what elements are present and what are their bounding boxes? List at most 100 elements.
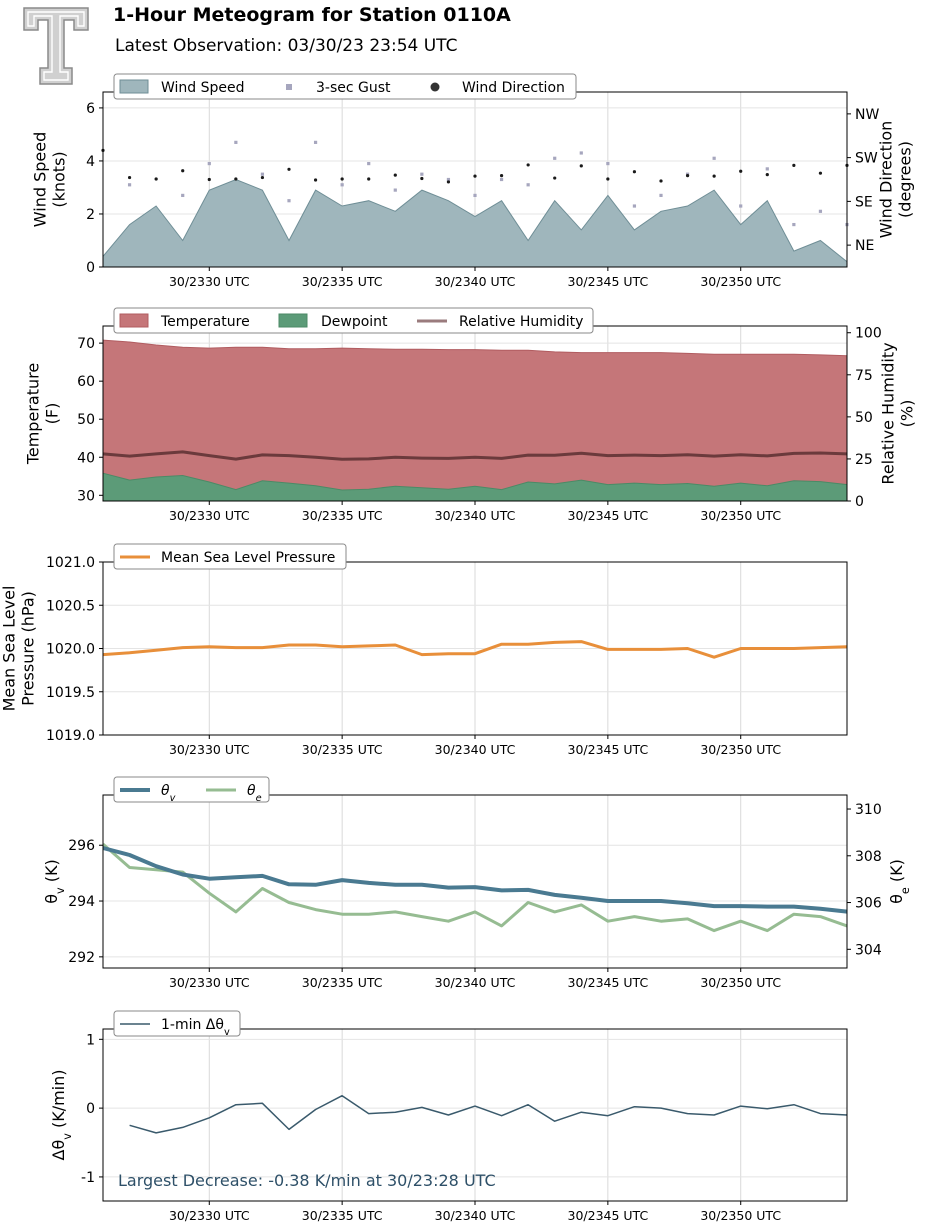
y-tick-label: 6 — [86, 101, 95, 117]
x-tick-label: 30/2335 UTC — [302, 975, 383, 990]
y-axis-label: θv (K) — [42, 859, 67, 903]
direction-point — [367, 177, 371, 181]
legend-label: Relative Humidity — [459, 314, 583, 330]
gust-point — [260, 172, 265, 176]
relative-humidity-line — [102, 450, 848, 461]
page-subtitle: Latest Observation: 03/30/23 23:54 UTC — [115, 36, 458, 56]
y2-tick-label: 310 — [855, 802, 882, 818]
x-tick-label: 30/2330 UTC — [169, 1208, 250, 1223]
direction-point — [818, 171, 823, 175]
legend-label: 3-sec Gust — [316, 80, 391, 96]
legend-label: θe — [247, 783, 262, 804]
direction-point — [526, 163, 530, 167]
legend-swatch — [430, 82, 440, 92]
direction-point — [792, 163, 796, 168]
x-tick-label: 30/2350 UTC — [700, 508, 781, 523]
x-tick-label: 30/2345 UTC — [568, 274, 649, 289]
gust-point — [499, 177, 504, 182]
x-tick-label: 30/2340 UTC — [435, 508, 516, 523]
y2-tick-label: NE — [855, 238, 874, 254]
direction-point — [606, 177, 610, 181]
direction-point — [154, 177, 158, 181]
x-tick-label: 30/2340 UTC — [435, 274, 516, 289]
gust-point — [340, 183, 344, 187]
panel-wind: 30/2330 UTC 30/2335 UTC 30/2340 UTC 30/2345… — [31, 73, 915, 289]
x-tick-label: 30/2340 UTC — [435, 1208, 516, 1223]
y2-tick-label: NW — [855, 107, 879, 123]
x-tick-label: 30/2345 UTC — [568, 975, 649, 990]
legend-box — [113, 776, 270, 803]
y-tick-label: 2 — [86, 207, 95, 223]
y-tick-label: 4 — [86, 154, 95, 170]
panel-dtheta: 30/2330 UTC 30/2335 UTC 30/2340 UTC 30/2345… — [49, 1010, 848, 1223]
x-tick-label: 30/2335 UTC — [302, 742, 383, 757]
legend-label: Mean Sea Level Pressure — [161, 550, 335, 566]
temperature-area — [102, 339, 848, 502]
y2-axis-label: Wind Direction(degrees) — [877, 121, 915, 239]
legend-label: Wind Direction — [462, 80, 565, 96]
x-tick-label: 30/2345 UTC — [568, 508, 649, 523]
y-tick-label: 1020.0 — [46, 642, 95, 658]
x-tick-label: 30/2340 UTC — [435, 742, 516, 757]
gust-point — [127, 183, 132, 187]
gust-point — [313, 140, 318, 144]
x-tick-label: 30/2330 UTC — [169, 274, 250, 289]
direction-point — [473, 174, 477, 178]
y-tick-label: -1 — [81, 1170, 95, 1186]
gust-point — [234, 140, 238, 144]
x-tick-label: 30/2335 UTC — [302, 274, 383, 289]
university-logo — [22, 6, 90, 90]
gust-point — [659, 193, 663, 198]
y2-tick-label: 304 — [855, 942, 882, 958]
direction-point — [739, 169, 743, 173]
direction-point — [181, 169, 185, 173]
y-tick-label: 1019.5 — [46, 685, 95, 701]
panel-theta: 30/2330 UTC 30/2335 UTC 30/2340 UTC 30/2345… — [42, 776, 912, 990]
direction-point — [685, 174, 690, 178]
y2-tick-label: 308 — [855, 849, 882, 865]
y2-tick-label: 75 — [855, 368, 873, 384]
direction-point — [393, 173, 397, 177]
gust-point — [287, 199, 291, 203]
legend-box — [113, 1010, 241, 1037]
legend-label: Wind Speed — [161, 80, 245, 96]
legend-box — [113, 307, 594, 334]
direction-point — [127, 175, 132, 180]
page-title: 1-Hour Meteogram for Station 0110A — [113, 4, 511, 26]
panel-thermo: 30/2330 UTC 30/2335 UTC 30/2340 UTC 30/2345… — [24, 307, 917, 523]
direction-point — [712, 174, 716, 178]
direction-point — [313, 178, 318, 182]
gust-point — [367, 161, 371, 166]
legend-box — [113, 543, 347, 570]
gust-point — [420, 172, 424, 176]
legend-label: Temperature — [160, 314, 250, 330]
x-tick-label: 30/2345 UTC — [568, 742, 649, 757]
y-tick-label: 70 — [77, 336, 95, 352]
y-tick-label: 60 — [77, 374, 95, 390]
gust-point — [181, 193, 185, 198]
x-tick-label: 30/2335 UTC — [302, 508, 383, 523]
y2-tick-label: 50 — [855, 410, 873, 426]
gust-point — [579, 151, 583, 155]
y-tick-label: 1 — [86, 1032, 95, 1048]
y-tick-label: 0 — [86, 1101, 95, 1117]
y2-tick-label: 0 — [855, 494, 864, 510]
legend-label: θv — [161, 783, 176, 804]
legend-swatch — [286, 84, 292, 90]
gust-point — [446, 177, 451, 182]
y-tick-label: 1019.0 — [46, 728, 95, 744]
theta-e-line — [102, 842, 848, 933]
y-tick-label: 40 — [77, 450, 95, 466]
panel-pressure: 30/2330 UTC 30/2335 UTC 30/2340 UTC 30/2345… — [0, 543, 848, 757]
direction-point — [207, 177, 211, 182]
gust-point — [632, 204, 637, 208]
y-tick-label: 30 — [77, 488, 95, 504]
direction-point — [579, 164, 583, 168]
direction-point — [765, 173, 769, 177]
dewpoint-area — [102, 472, 848, 502]
largest-decrease-annotation: Largest Decrease: -0.38 K/min at 30/23:2… — [118, 1171, 496, 1190]
y-axis-label: Wind Speed(knots) — [31, 132, 69, 227]
y2-tick-label: SW — [855, 151, 878, 167]
direction-point — [420, 176, 424, 181]
